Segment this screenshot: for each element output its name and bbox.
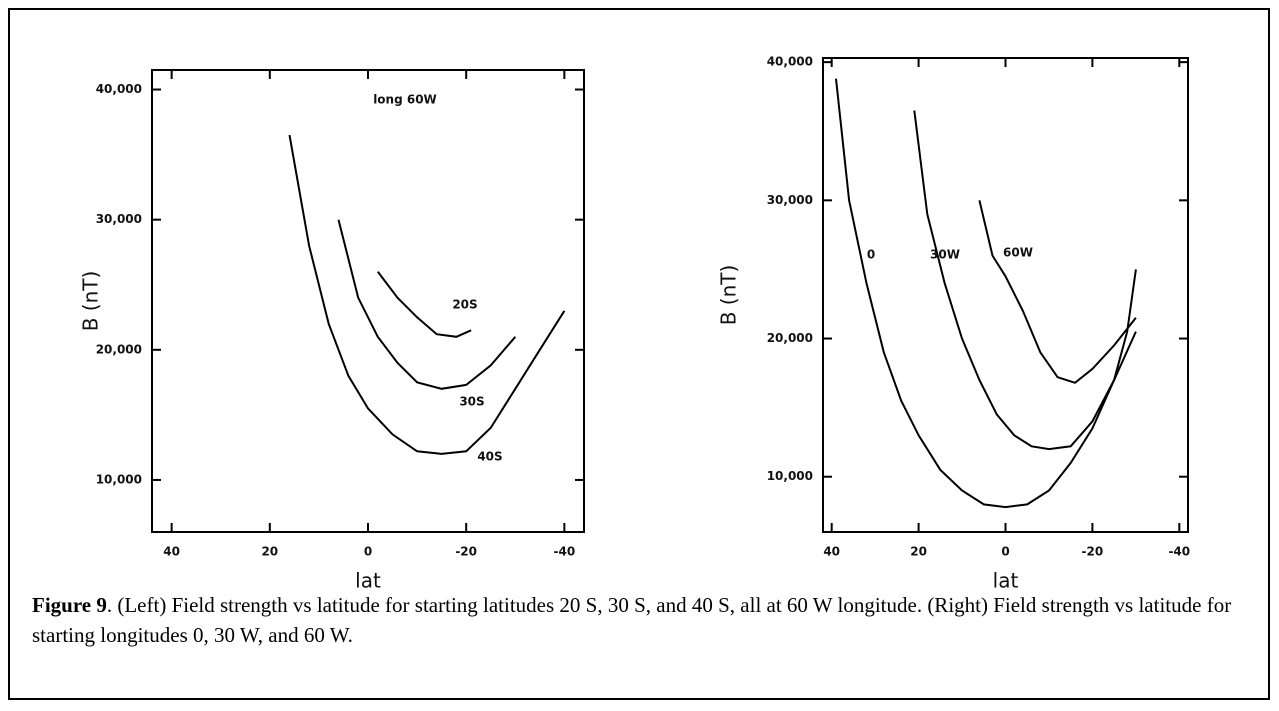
curve-label: 30W xyxy=(930,248,960,262)
x-tick-label: 0 xyxy=(364,545,372,559)
caption-label: Figure 9 xyxy=(32,593,107,617)
curve-label: 0 xyxy=(867,248,875,262)
y-axis-label: B (nT) xyxy=(79,271,103,332)
y-tick-label: 20,000 xyxy=(767,331,813,345)
annotation: long 60W xyxy=(373,93,437,107)
curve xyxy=(913,110,1137,451)
y-tick-label: 40,000 xyxy=(767,55,813,69)
curve-label: 30S xyxy=(459,395,484,409)
caption: Figure 9. (Left) Field strength vs latit… xyxy=(32,590,1232,650)
y-tick-label: 30,000 xyxy=(767,193,813,207)
plot-frame xyxy=(151,69,585,533)
x-axis-label: lat xyxy=(355,569,381,593)
y-tick-label: 10,000 xyxy=(96,472,142,486)
x-tick-label: -20 xyxy=(455,545,477,559)
y-tick-label: 20,000 xyxy=(96,342,142,356)
curve xyxy=(978,200,1137,384)
curve-label: 20S xyxy=(452,298,477,312)
x-tick-label: 40 xyxy=(823,545,840,559)
curve xyxy=(337,219,517,390)
x-tick-label: -20 xyxy=(1082,545,1104,559)
x-tick-label: 40 xyxy=(163,545,180,559)
y-axis-label: B (nT) xyxy=(717,265,741,326)
curve-label: 60W xyxy=(1003,246,1033,260)
curve xyxy=(377,271,472,338)
y-tick-label: 30,000 xyxy=(96,212,142,226)
figure-border xyxy=(8,8,1270,700)
x-tick-label: 0 xyxy=(1001,545,1009,559)
x-tick-label: 20 xyxy=(261,545,278,559)
y-tick-label: 40,000 xyxy=(96,82,142,96)
curve xyxy=(835,78,1137,509)
curve-label: 40S xyxy=(477,450,502,464)
x-tick-label: 20 xyxy=(910,545,927,559)
x-tick-label: -40 xyxy=(1168,545,1190,559)
x-tick-label: -40 xyxy=(554,545,576,559)
curve xyxy=(288,134,566,455)
x-axis-label: lat xyxy=(993,569,1019,593)
y-tick-label: 10,000 xyxy=(767,469,813,483)
caption-text: . (Left) Field strength vs latitude for … xyxy=(32,593,1232,647)
